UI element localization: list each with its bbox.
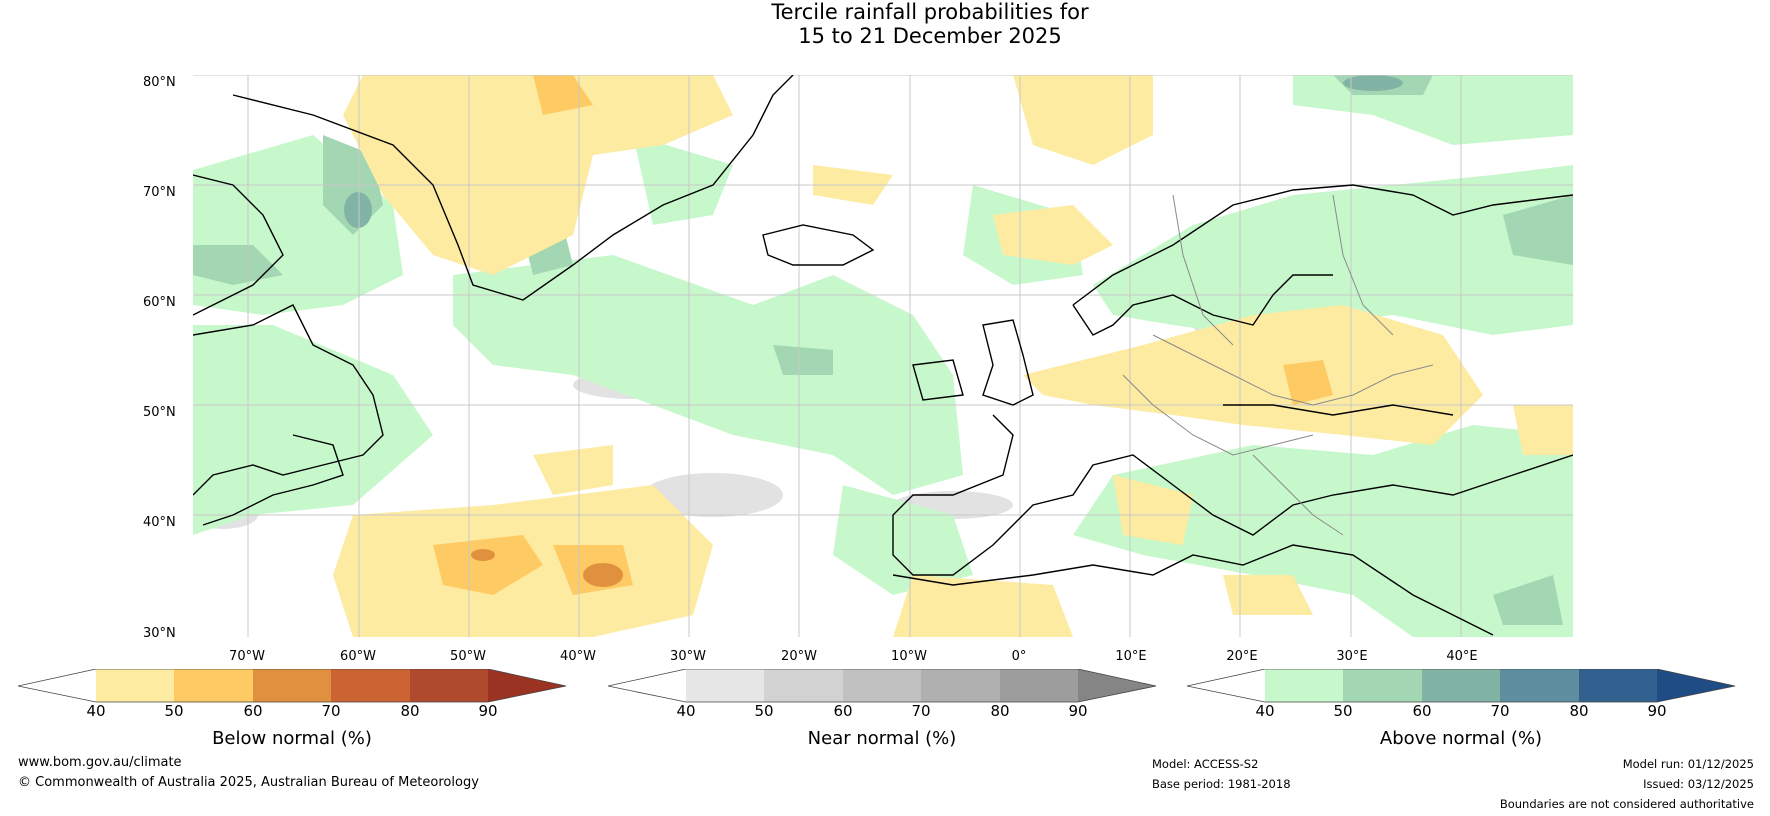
cbar-above-seg-6 <box>1657 669 1735 702</box>
graticule <box>193 75 1573 637</box>
cbar-above-seg-4 <box>1500 669 1579 702</box>
cbar-below-tick-40: 40 <box>86 702 106 720</box>
cbar-above-seg-1 <box>1265 669 1343 702</box>
cbar-above-label: Above normal (%) <box>1379 728 1543 749</box>
lon-label-10e: 10°E <box>1115 649 1147 664</box>
cbar-near-tick-90: 90 <box>1068 702 1088 720</box>
lon-label-30w: 30°W <box>670 649 706 664</box>
cbar-near-tick-80: 80 <box>990 702 1010 720</box>
issued-date: Issued: 03/12/2025 <box>1643 777 1754 791</box>
base-period: Base period: 1981-2018 <box>1152 777 1291 791</box>
cbar-above-seg-3 <box>1422 669 1500 702</box>
lon-label-20w: 20°W <box>781 649 817 664</box>
cbar-near-tick-60: 60 <box>833 702 853 720</box>
cbar-below-seg-3 <box>253 669 331 702</box>
cbar-below-seg-1 <box>96 669 174 702</box>
map-title: Tercile rainfall probabilities for 15 to… <box>0 0 1770 48</box>
lon-label-70w: 70°W <box>229 649 265 664</box>
cbar-near-tick-40: 40 <box>676 702 696 720</box>
cbar-near-seg-1 <box>686 669 764 702</box>
lon-label-10w: 10°W <box>891 649 927 664</box>
website-link[interactable]: www.bom.gov.au/climate <box>18 755 182 770</box>
colorbar-near-normal <box>608 669 1157 703</box>
cbar-near-seg-5 <box>1000 669 1078 702</box>
boundaries-disclaimer: Boundaries are not considered authoritat… <box>1499 797 1754 811</box>
lon-label-40w: 40°W <box>560 649 596 664</box>
cbar-above-tick-80: 80 <box>1569 702 1589 720</box>
lon-label-40e: 40°E <box>1446 649 1478 664</box>
cbar-near-outline <box>608 669 1157 703</box>
cbar-below-tick-90: 90 <box>478 702 498 720</box>
cbar-below-tick-60: 60 <box>243 702 263 720</box>
rainfall-map <box>192 74 1574 638</box>
cbar-below-tick-70: 70 <box>321 702 341 720</box>
lat-label-40n: 40°N <box>143 515 176 530</box>
lon-label-0: 0° <box>1011 649 1027 664</box>
cbar-above-seg-2 <box>1343 669 1422 702</box>
copyright-text: © Commonwealth of Australia 2025, Austra… <box>18 775 479 790</box>
cbar-below-seg-6 <box>488 669 566 702</box>
cbar-near-label: Near normal (%) <box>807 728 957 749</box>
model-run: Model run: 01/12/2025 <box>1622 757 1754 771</box>
model-name: Model: ACCESS-S2 <box>1152 757 1259 771</box>
cbar-below-seg-5 <box>410 669 488 702</box>
title-line-2: 15 to 21 December 2025 <box>798 24 1062 48</box>
lat-label-50n: 50°N <box>143 405 176 420</box>
cbar-near-seg-6 <box>1078 669 1156 702</box>
lat-label-60n: 60°N <box>143 295 176 310</box>
below-normal-areas <box>333 75 1573 637</box>
lat-label-70n: 70°N <box>143 185 176 200</box>
cbar-below-label: Below normal (%) <box>212 728 372 749</box>
cbar-below-seg-4 <box>331 669 410 702</box>
colorbar-below-normal <box>18 669 567 703</box>
below-normal-60-areas <box>471 549 623 587</box>
lon-label-60w: 60°W <box>340 649 376 664</box>
title-line-1: Tercile rainfall probabilities for <box>771 0 1089 24</box>
cbar-below-seg-0 <box>18 669 96 702</box>
cbar-near-tick-50: 50 <box>754 702 774 720</box>
above-normal-60-areas <box>344 75 1403 228</box>
cbar-near-seg-4 <box>921 669 1000 702</box>
colorbar-above-normal <box>1187 669 1736 703</box>
map-canvas <box>193 75 1573 637</box>
cbar-above-tick-70: 70 <box>1490 702 1510 720</box>
cbar-above-tick-60: 60 <box>1412 702 1432 720</box>
cbar-above-tick-40: 40 <box>1255 702 1275 720</box>
lat-label-80n: 80°N <box>143 75 176 90</box>
cbar-above-seg-0 <box>1187 669 1265 702</box>
cbar-below-seg-2 <box>174 669 253 702</box>
country-borders <box>1122 194 1434 536</box>
coastlines <box>193 75 1573 636</box>
cbar-near-tick-70: 70 <box>911 702 931 720</box>
cbar-near-seg-0 <box>608 669 686 702</box>
cbar-below-tick-50: 50 <box>164 702 184 720</box>
cbar-near-seg-2 <box>764 669 843 702</box>
cbar-above-tick-90: 90 <box>1647 702 1667 720</box>
lon-label-20e: 20°E <box>1226 649 1258 664</box>
lon-label-30e: 30°E <box>1336 649 1368 664</box>
cbar-near-seg-3 <box>843 669 921 702</box>
cbar-below-outline <box>18 669 567 703</box>
lon-label-50w: 50°W <box>450 649 486 664</box>
cbar-above-outline <box>1187 669 1736 703</box>
cbar-above-seg-5 <box>1579 669 1657 702</box>
cbar-below-tick-80: 80 <box>400 702 420 720</box>
cbar-above-tick-50: 50 <box>1333 702 1353 720</box>
lat-label-30n: 30°N <box>143 626 176 641</box>
